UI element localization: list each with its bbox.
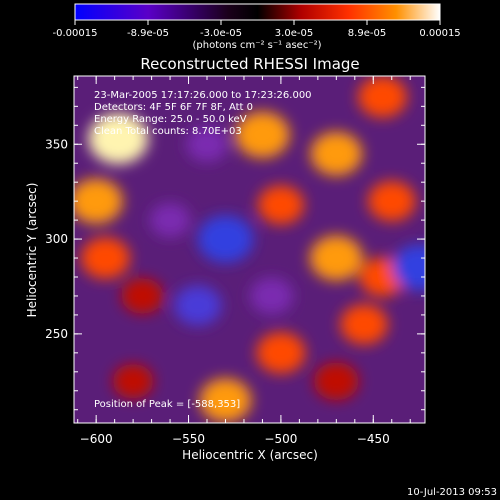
colorbar [74,3,441,21]
image-blobs [74,76,425,423]
intensity-blob [88,113,149,165]
annotation-line: Clean Total counts: 8.70E+03 [94,126,242,137]
intensity-blob [392,244,425,291]
axes: −600 −550 −500 −450 250 300 350 [45,76,425,446]
intensity-blob [310,131,363,176]
intensity-blob [250,277,294,315]
intensity-blob [257,185,304,225]
plot-frame [73,75,426,424]
annotation-line: Detectors: 4F 5F 6F 7F 8F, Att 0 [94,102,253,113]
colorbar-tick-label: 0.00015 [419,28,460,39]
intensity-blob [112,364,154,399]
annotation-line: 23-Mar-2005 17:17:26.000 to 17:23:26.000 [94,90,312,101]
intensity-blob [309,235,363,281]
intensity-blob [256,332,306,374]
intensity-blob [197,215,254,263]
annotation-block: 23-Mar-2005 17:17:26.000 to 17:23:26.000… [94,90,312,137]
x-axis-label: Heliocentric X (arcsec) [182,448,318,462]
peak-position-label: Position of Peak = [-588,353] [94,399,240,410]
image-area [74,76,425,423]
intensity-blob [314,362,359,401]
x-tick-label: −600 [80,432,113,446]
intensity-blob [368,181,416,222]
colorbar-tick-label: -8.9e-05 [127,28,169,39]
intensity-blob [81,237,130,279]
x-tick-label: −550 [172,432,205,446]
intensity-blob [199,378,252,423]
footer-timestamp: 10-Jul-2013 09:53 [407,487,497,498]
colorbar-tick-label: -0.00015 [53,28,98,39]
intensity-blob [174,285,222,326]
intensity-blob [121,278,164,314]
x-tick-label: −500 [264,432,297,446]
intensity-blob [74,178,123,224]
colorbar-ticks: -0.00015 -8.9e-05 -3.0e-05 3.0e-05 8.9e-05 0.… [53,20,461,39]
annotation-line: Energy Range: 25.0 - 50.0 keV [94,114,247,125]
intensity-blob [186,126,228,163]
y-tick-label: 350 [45,137,68,151]
y-axis-label: Heliocentric Y (arcsec) [25,183,39,318]
colorbar-tick-label: 8.9e-05 [348,28,386,39]
intensity-blob [149,202,191,238]
plot-title: Reconstructed RHESSI Image [140,55,359,73]
colorbar-unit-label: (photons cm⁻² s⁻¹ asec⁻²) [192,40,321,51]
colorbar-tick-label: -3.0e-05 [200,28,242,39]
x-tick-label: −450 [357,432,390,446]
intensity-blob [235,111,290,158]
y-tick-label: 250 [45,327,68,341]
intensity-blob [358,76,407,118]
colorbar-tick-label: 3.0e-05 [275,28,313,39]
intensity-blob [340,304,388,345]
y-tick-label: 300 [45,232,68,246]
